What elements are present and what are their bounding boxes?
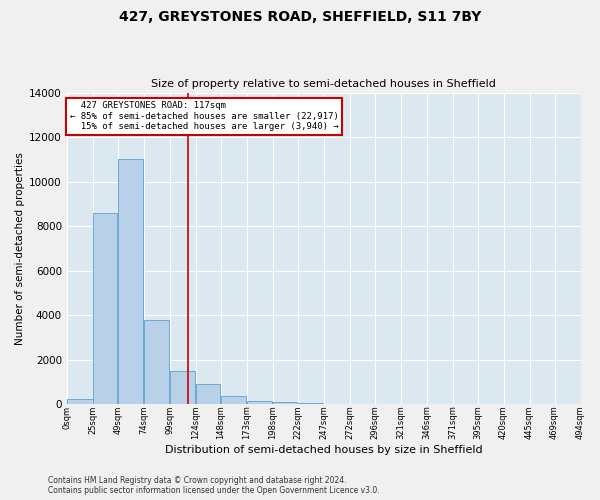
Title: Size of property relative to semi-detached houses in Sheffield: Size of property relative to semi-detach… bbox=[151, 79, 496, 89]
Y-axis label: Number of semi-detached properties: Number of semi-detached properties bbox=[15, 152, 25, 345]
X-axis label: Distribution of semi-detached houses by size in Sheffield: Distribution of semi-detached houses by … bbox=[165, 445, 482, 455]
Bar bbox=[93, 213, 118, 404]
Text: 427 GREYSTONES ROAD: 117sqm
← 85% of semi-detached houses are smaller (22,917)
 : 427 GREYSTONES ROAD: 117sqm ← 85% of sem… bbox=[70, 102, 338, 132]
Text: 427, GREYSTONES ROAD, SHEFFIELD, S11 7BY: 427, GREYSTONES ROAD, SHEFFIELD, S11 7BY bbox=[119, 10, 481, 24]
Bar bbox=[67, 398, 92, 404]
Bar bbox=[118, 160, 143, 404]
Text: Contains HM Land Registry data © Crown copyright and database right 2024.
Contai: Contains HM Land Registry data © Crown c… bbox=[48, 476, 380, 495]
Bar bbox=[196, 384, 220, 404]
Bar bbox=[170, 371, 196, 404]
Bar bbox=[144, 320, 169, 404]
Bar bbox=[247, 401, 272, 404]
Bar bbox=[298, 403, 323, 404]
Bar bbox=[221, 396, 247, 404]
Bar bbox=[273, 402, 298, 404]
